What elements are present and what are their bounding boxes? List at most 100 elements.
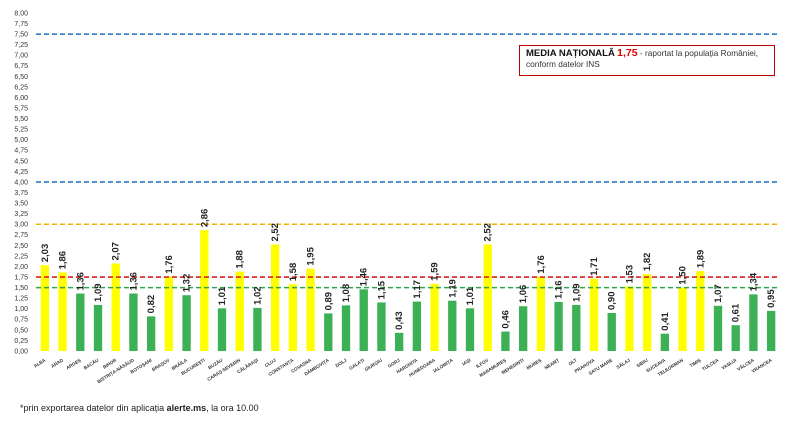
value-label: 0,90 — [607, 291, 618, 310]
bar — [554, 301, 563, 351]
bar — [589, 278, 599, 351]
category-label: TIMIȘ — [689, 358, 703, 370]
category-label: SĂLAJ — [615, 357, 631, 370]
bar — [536, 276, 546, 351]
bar — [713, 305, 723, 351]
category-labels: ALBA ARAD ARGEȘ BACĂU BIHORBISTRIȚA-NĂSĂUDBO… — [33, 356, 773, 384]
y-tick-label: 6,50 — [14, 74, 28, 81]
value-label: 1,07 — [713, 284, 724, 303]
value-label: 0,95 — [766, 289, 777, 308]
value-label: 1,71 — [589, 257, 600, 276]
bar — [200, 230, 209, 351]
bar — [430, 283, 439, 351]
y-tick-label: 5,25 — [14, 127, 28, 134]
value-label: 1,82 — [642, 253, 653, 272]
value-label: 1,17 — [412, 280, 423, 299]
category-label: GALAȚI — [348, 358, 365, 371]
bar — [766, 310, 776, 351]
y-tick-label: 1,75 — [14, 274, 28, 281]
value-label: 1,34 — [748, 272, 759, 291]
value-labels: 2,03 1,86 1,36 1,09 2,07 1,36 0,82 1,76 1,32 2,86… — [40, 209, 777, 331]
value-label: 1,58 — [288, 263, 299, 282]
y-tick-label: 0,50 — [14, 327, 28, 334]
value-label: 1,53 — [624, 265, 635, 284]
category-label: MUREȘ — [526, 358, 543, 372]
annotation-text: - raportat la populația României, confor… — [526, 48, 758, 69]
bar — [288, 284, 298, 351]
y-tick-label: 4,75 — [14, 148, 28, 155]
bar — [253, 307, 262, 351]
bar — [324, 313, 333, 351]
value-label: 1,88 — [235, 250, 246, 269]
category-label: ARGEȘ — [65, 358, 82, 372]
category-label: NEAMȚ — [544, 358, 561, 371]
bar — [111, 263, 120, 351]
bar — [448, 300, 457, 351]
value-label: 1,95 — [306, 246, 317, 265]
category-label: BRAȘOV — [151, 357, 172, 373]
footnote: *prin exportarea datelor din aplicația a… — [20, 403, 259, 413]
value-label: 1,19 — [447, 279, 458, 298]
value-label: 1,01 — [217, 286, 228, 305]
national-average-annotation: MEDIA NAȚIONALĂ 1,75 - raportat la popul… — [519, 45, 775, 76]
value-label: 2,52 — [483, 223, 494, 242]
y-tick-label: 2,00 — [14, 264, 28, 271]
footnote-suffix: , la ora 10.00 — [206, 403, 259, 413]
y-tick-label: 2,75 — [14, 232, 28, 239]
value-label: 0,89 — [323, 292, 334, 311]
value-label: 0,82 — [146, 295, 157, 314]
y-tick-label: 3,75 — [14, 190, 28, 197]
y-tick-label: 5,50 — [14, 116, 28, 123]
value-label: 1,15 — [376, 280, 387, 299]
bar — [359, 289, 368, 351]
bar — [217, 308, 227, 351]
value-label: 2,07 — [111, 242, 122, 261]
category-label: BACĂU — [82, 356, 100, 370]
reference-lines — [36, 33, 780, 289]
y-tick-label: 4,00 — [14, 179, 28, 186]
value-label: 2,03 — [40, 244, 51, 263]
value-label: 0,46 — [500, 310, 511, 329]
value-label: 1,09 — [93, 283, 104, 302]
y-tick-label: 2,50 — [14, 243, 28, 250]
y-tick-label: 7,75 — [14, 21, 28, 28]
value-label: 1,76 — [164, 255, 175, 274]
category-label: VRANCEA — [751, 357, 773, 374]
value-label: 1,09 — [571, 283, 582, 302]
y-tick-label: 6,00 — [14, 95, 28, 102]
bar — [749, 294, 758, 351]
value-label: 1,36 — [128, 272, 139, 291]
y-tick-label: 0,00 — [14, 348, 28, 355]
category-label: SIBIU — [636, 357, 650, 368]
bar — [483, 244, 492, 351]
value-label: 1,01 — [465, 286, 476, 305]
y-axis: 0,00 0,25 0,50 0,75 1,00 1,25 1,50 1,75 2,00 2,25… — [14, 10, 28, 355]
bar — [518, 306, 528, 351]
y-tick-label: 4,25 — [14, 169, 28, 176]
y-tick-label: 7,50 — [14, 32, 28, 39]
y-tick-label: 7,00 — [14, 53, 28, 60]
bar — [164, 276, 174, 351]
bar — [235, 271, 244, 351]
bar — [607, 312, 616, 351]
footnote-prefix: *prin exportarea datelor din aplicația — [20, 403, 167, 413]
value-label: 1,16 — [554, 280, 565, 299]
footnote-source: alerte.ms — [166, 403, 207, 413]
value-label: 1,50 — [678, 266, 689, 285]
value-label: 1,89 — [695, 250, 706, 269]
y-tick-label: 4,50 — [14, 158, 28, 165]
annotation-value: 1,75 — [617, 47, 638, 59]
category-label: ALBA — [33, 357, 47, 368]
value-label: 1,08 — [341, 284, 352, 303]
bar — [306, 268, 315, 351]
bar — [412, 301, 422, 351]
bar — [501, 331, 510, 351]
y-tick-label: 5,00 — [14, 137, 28, 144]
bar — [678, 287, 687, 351]
bar — [660, 333, 670, 351]
value-label: 1,76 — [536, 255, 547, 274]
value-label: 0,41 — [660, 311, 671, 330]
bar — [93, 304, 103, 351]
y-tick-label: 3,00 — [14, 222, 28, 229]
